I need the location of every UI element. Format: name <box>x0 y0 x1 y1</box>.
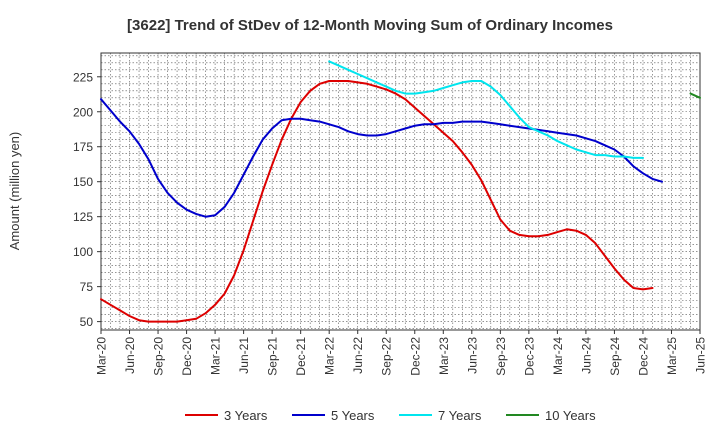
x-tick-label: Jun-22 <box>351 337 365 374</box>
x-tick-label: Dec-20 <box>180 337 194 376</box>
y-tick-label: 225 <box>73 70 93 84</box>
y-tick-label: 100 <box>73 245 93 259</box>
x-tick-label: Jun-21 <box>237 337 251 374</box>
x-tick-label: Jun-23 <box>465 337 479 374</box>
x-tick-label: Sep-20 <box>152 337 166 376</box>
x-tick-label: Jun-25 <box>694 337 708 374</box>
plot-frame <box>100 52 701 331</box>
y-tick-label: 150 <box>73 175 93 189</box>
x-tick-label: Dec-23 <box>522 337 536 376</box>
plot-area <box>101 53 700 330</box>
series-line-10-years <box>689 92 701 99</box>
x-tick-label: Sep-21 <box>266 337 280 376</box>
x-tick-label: Mar-23 <box>437 337 451 375</box>
x-tick-label: Mar-22 <box>323 337 337 375</box>
grid <box>100 53 701 330</box>
x-tick-label: Dec-21 <box>294 337 308 376</box>
x-tick-label: Mar-20 <box>95 337 109 375</box>
x-tick-label: Mar-21 <box>209 337 223 375</box>
x-tick-label: Sep-22 <box>380 337 394 376</box>
legend-label-3-years: 3 Years <box>224 408 268 423</box>
chart-title: [3622] Trend of StDev of 12-Month Moving… <box>127 17 613 34</box>
x-tick-label: Mar-24 <box>551 337 565 375</box>
x-tick-label: Sep-23 <box>494 337 508 376</box>
series-line-7-years <box>328 60 644 159</box>
x-tick-label: Dec-22 <box>408 337 422 376</box>
legend-label-5-years: 5 Years <box>331 408 375 423</box>
y-tick-label: 200 <box>73 105 93 119</box>
x-tick-label: Dec-24 <box>636 337 650 376</box>
x-tick-label: Jun-24 <box>579 337 593 374</box>
legend-label-7-years: 7 Years <box>438 408 482 423</box>
legend-label-10-years: 10 Years <box>545 408 596 423</box>
legend: 3 Years 5 Years 7 Years 10 Years <box>185 408 596 423</box>
y-axis-label: Amount (million yen) <box>7 132 22 251</box>
series-lines <box>100 60 701 323</box>
y-tick-label: 175 <box>73 140 93 154</box>
series-line-3-years <box>100 80 654 323</box>
x-tick-label: Sep-24 <box>608 337 622 376</box>
y-tick-label: 75 <box>80 280 94 294</box>
x-tick-label: Mar-25 <box>665 337 679 375</box>
y-tick-label: 50 <box>80 315 94 329</box>
y-tick-label: 125 <box>73 210 93 224</box>
x-tick-label: Jun-20 <box>123 337 137 374</box>
series-line-5-years <box>100 98 663 218</box>
axes: 50 75 100 125 150 175 200 225 Mar-20 Jun-20 Sep-20… <box>73 52 708 376</box>
